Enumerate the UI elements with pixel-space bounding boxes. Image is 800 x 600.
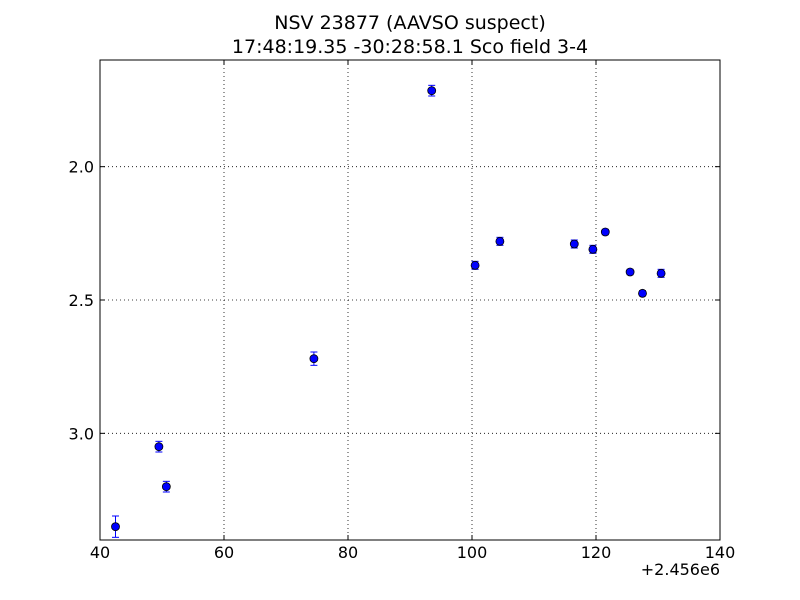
x-tick-label: 40 — [90, 543, 110, 562]
x-axis-offset-label: +2.456e6 — [641, 560, 720, 579]
data-point — [638, 288, 647, 298]
chart-title: NSV 23877 (AAVSO suspect) — [274, 12, 545, 34]
x-tick-label: 140 — [705, 543, 736, 562]
data-point — [625, 267, 635, 277]
data-point — [427, 86, 437, 96]
data-point — [161, 482, 171, 492]
data-points — [111, 84, 666, 538]
y-tick-label: 3.0 — [69, 424, 94, 443]
data-point — [309, 354, 319, 364]
x-tick-label: 120 — [581, 543, 612, 562]
axis-ticks: 40 60 80 100 120 140 2.0 2.5 3.0 — [69, 60, 736, 562]
grid-lines — [100, 60, 720, 540]
data-point — [154, 442, 164, 452]
data-point — [569, 239, 579, 249]
y-tick-label: 2.0 — [69, 158, 94, 177]
chart-subtitle: 17:48:19.35 -30:28:58.1 Sco field 3-4 — [232, 36, 588, 58]
x-tick-label: 60 — [214, 543, 234, 562]
y-tick-label: 2.5 — [69, 291, 94, 310]
data-point — [588, 244, 598, 254]
x-tick-label: 100 — [457, 543, 488, 562]
data-point — [470, 260, 480, 270]
data-point — [495, 236, 505, 246]
data-point — [111, 522, 120, 532]
data-point — [600, 227, 610, 237]
x-tick-label: 80 — [338, 543, 358, 562]
data-point — [656, 268, 666, 278]
